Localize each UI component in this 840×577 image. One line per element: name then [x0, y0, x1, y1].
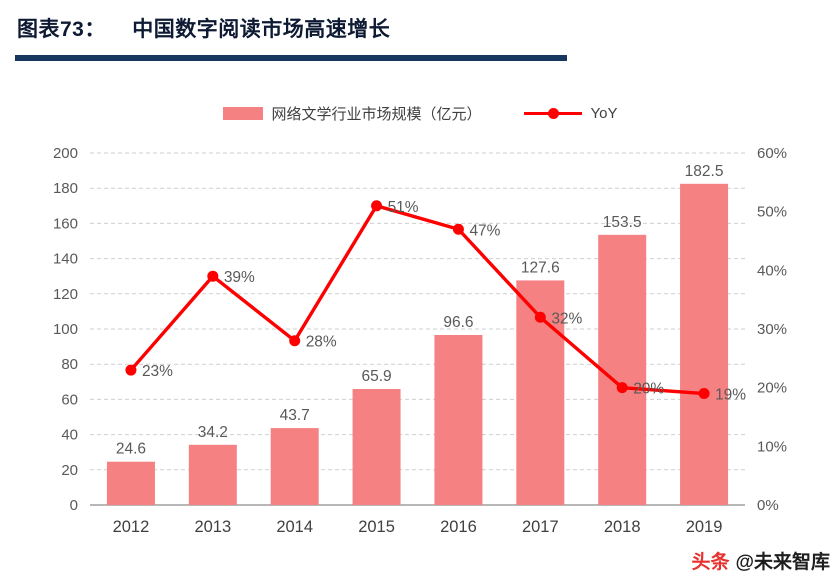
title-underline: [15, 55, 567, 61]
bar-value-label: 24.6: [116, 441, 146, 458]
yoy-value-label: 23%: [142, 363, 173, 380]
yoy-value-label: 20%: [633, 381, 664, 398]
x-axis-label: 2016: [440, 518, 477, 536]
yoy-point: [534, 311, 546, 323]
bar-value-label: 96.6: [443, 314, 473, 331]
bar: [188, 444, 237, 505]
yoy-point: [616, 382, 628, 394]
right-axis-tick-label: 60%: [757, 145, 787, 162]
yoy-value-label: 39%: [224, 269, 255, 286]
right-axis-tick-label: 40%: [757, 262, 787, 279]
x-axis-label: 2014: [276, 518, 313, 536]
x-axis-label: 2012: [113, 518, 150, 536]
bar-value-label: 182.5: [685, 163, 724, 180]
right-axis-tick-label: 30%: [757, 321, 787, 338]
left-axis-tick-label: 100: [53, 321, 78, 338]
left-axis-tick-label: 40: [61, 427, 78, 444]
yoy-point: [371, 200, 383, 212]
yoy-point: [125, 364, 137, 376]
bar-value-label: 34.2: [198, 424, 228, 441]
left-axis-tick-label: 0: [70, 497, 78, 514]
legend-line-dot: [547, 108, 559, 119]
watermark: 头条 @未来智库: [691, 547, 830, 574]
yoy-point: [698, 388, 710, 400]
x-axis-label: 2018: [604, 518, 641, 536]
yoy-point: [207, 270, 219, 282]
x-axis-label: 2013: [194, 518, 231, 536]
left-axis-tick-label: 140: [53, 251, 78, 268]
left-axis-tick-label: 80: [61, 356, 78, 373]
right-axis-tick-label: 20%: [757, 380, 787, 397]
yoy-value-label: 47%: [469, 222, 500, 239]
legend-bar-swatch: [222, 107, 263, 120]
left-axis-tick-label: 20: [61, 462, 78, 479]
chart-title-text: 中国数字阅读市场高速增长: [132, 18, 391, 41]
bar-value-label: 153.5: [603, 214, 642, 231]
legend-item-line: YoY: [523, 105, 618, 122]
yoy-value-label: 32%: [551, 310, 582, 327]
legend-bar-label: 网络文学行业市场规模（亿元）: [271, 106, 482, 123]
right-axis-tick-label: 10%: [757, 438, 787, 455]
yoy-value-label: 51%: [388, 199, 419, 216]
bar: [352, 389, 401, 505]
legend-line-swatch: [523, 108, 582, 119]
chart-canvas: 0 20 40 60 80 100 120 140 160 180 200 0% 10% 20% 30% 40…: [53, 145, 787, 536]
yoy-line: [129, 203, 705, 396]
right-axis-tick-label: 50%: [757, 204, 787, 221]
left-axis-tick-label: 180: [53, 180, 78, 197]
yoy-point: [289, 335, 301, 347]
watermark-handle: @未来智库: [735, 552, 830, 573]
bar-value-label: 65.9: [361, 368, 391, 385]
yoy-point: [452, 223, 464, 235]
left-axis-tick-label: 60: [61, 391, 78, 408]
left-axis-tick-label: 200: [53, 145, 78, 162]
legend: 网络文学行业市场规模（亿元） YoY: [0, 103, 840, 124]
watermark-brand: 头条: [691, 552, 730, 573]
chart-title-number: 图表73：: [17, 18, 106, 41]
x-axis-label: 2017: [522, 518, 559, 536]
bar: [598, 234, 647, 505]
yoy-value-label: 19%: [715, 387, 746, 404]
x-axis-label: 2019: [686, 518, 723, 536]
chart-title: 图表73： 中国数字阅读市场高速增长: [17, 13, 390, 43]
bar: [106, 461, 155, 505]
x-axis-label: 2015: [358, 518, 395, 536]
bar: [680, 183, 729, 506]
bar: [270, 428, 319, 505]
bar: [434, 334, 483, 505]
bar-value-label: 127.6: [521, 259, 560, 276]
bar-value-label: 43.7: [280, 407, 310, 424]
left-axis-tick-label: 160: [53, 215, 78, 232]
left-axis-tick-label: 120: [53, 286, 78, 303]
right-axis-tick-label: 0%: [757, 497, 779, 514]
legend-line-label: YoY: [590, 105, 618, 122]
legend-item-bars: 网络文学行业市场规模（亿元）: [222, 103, 482, 124]
yoy-value-label: 28%: [306, 334, 337, 351]
